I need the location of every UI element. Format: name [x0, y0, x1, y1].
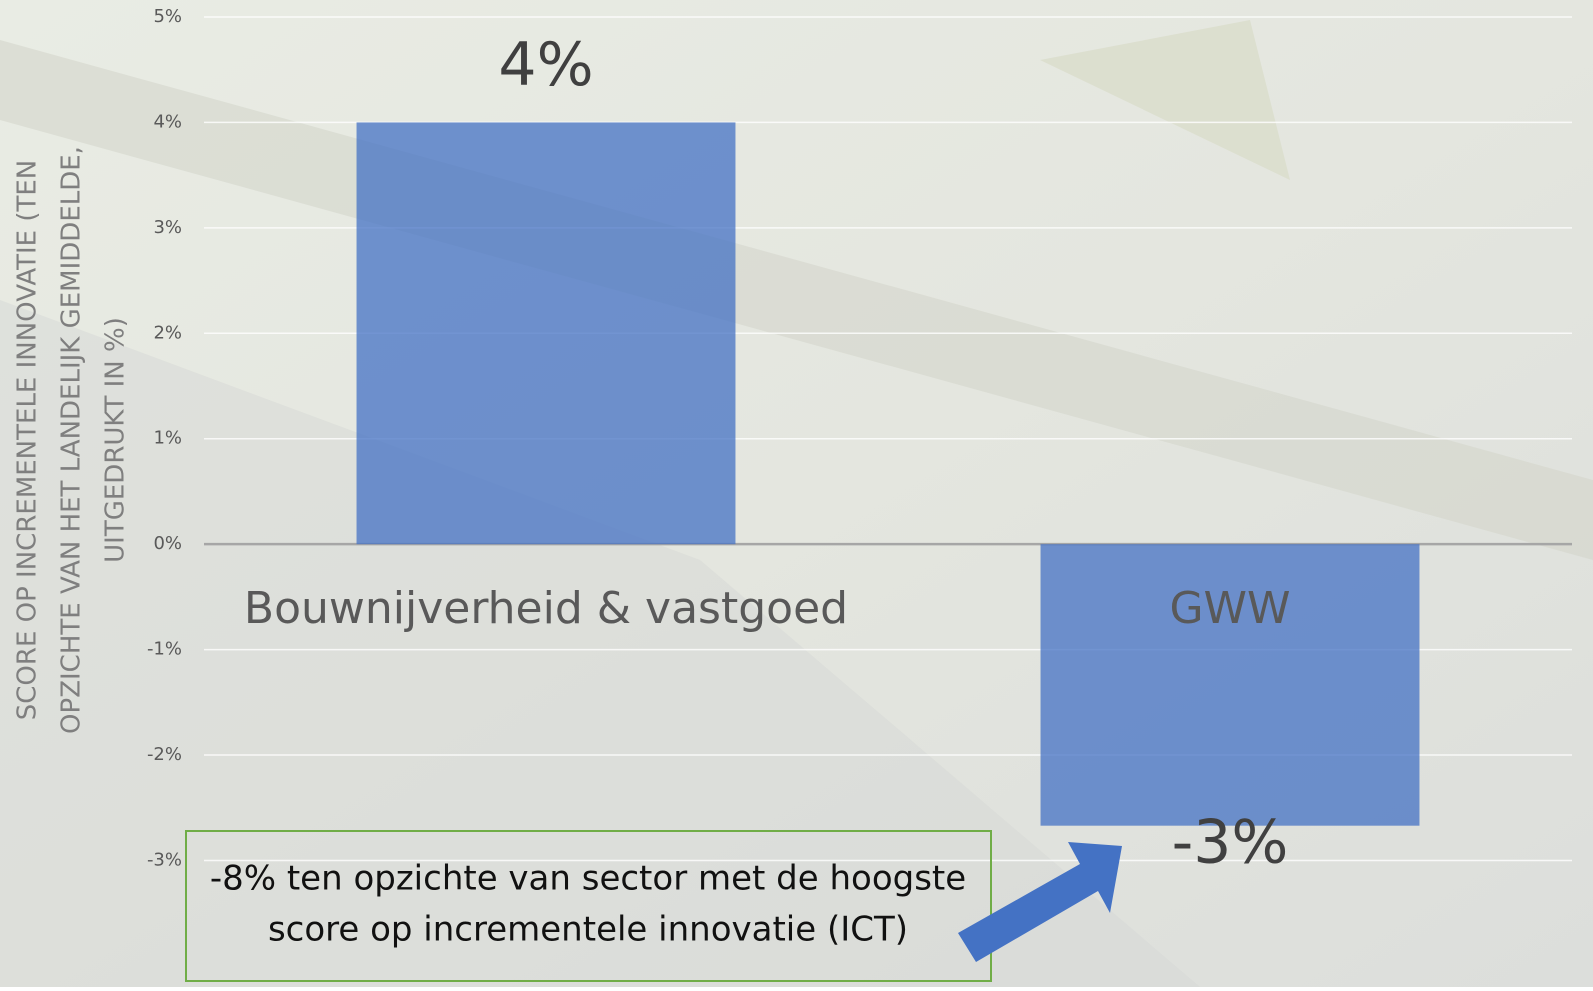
y-axis-title-line: SCORE OP INCREMENTELE INNOVATIE (TEN	[13, 160, 43, 720]
annotation-line: score op incrementele innovatie (ICT)	[268, 910, 908, 950]
y-tick-label: 5%	[153, 6, 182, 27]
y-axis-title-line: UITGEDRUKT IN %)	[101, 317, 131, 563]
y-tick-label: -2%	[147, 744, 182, 765]
value-label: 4%	[498, 30, 593, 100]
bar	[357, 122, 736, 544]
y-tick-label: -3%	[147, 849, 182, 870]
chart: SCORE OP INCREMENTELE INNOVATIE (TEN OPZ…	[0, 0, 1593, 987]
y-tick-label: 3%	[153, 217, 182, 238]
y-tick-label: 4%	[153, 111, 182, 132]
value-label: -3%	[1172, 807, 1289, 877]
y-tick-label: 2%	[153, 322, 182, 343]
annotation-line: -8% ten opzichte van sector met de hoogs…	[210, 859, 966, 899]
y-axis-title-line: OPZICHTE VAN HET LANDELIJK GEMIDDELDE,	[57, 146, 87, 734]
x-tick-label: GWW	[1169, 583, 1290, 634]
y-tick-label: 0%	[153, 533, 182, 554]
y-tick-label: -1%	[147, 639, 182, 660]
y-tick-label: 1%	[153, 428, 182, 449]
x-tick-label: Bouwnijverheid & vastgoed	[244, 583, 848, 634]
